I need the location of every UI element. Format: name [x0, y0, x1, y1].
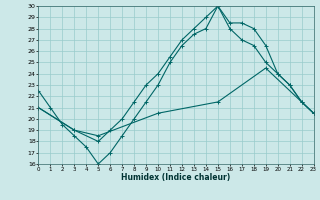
X-axis label: Humidex (Indice chaleur): Humidex (Indice chaleur) — [121, 173, 231, 182]
